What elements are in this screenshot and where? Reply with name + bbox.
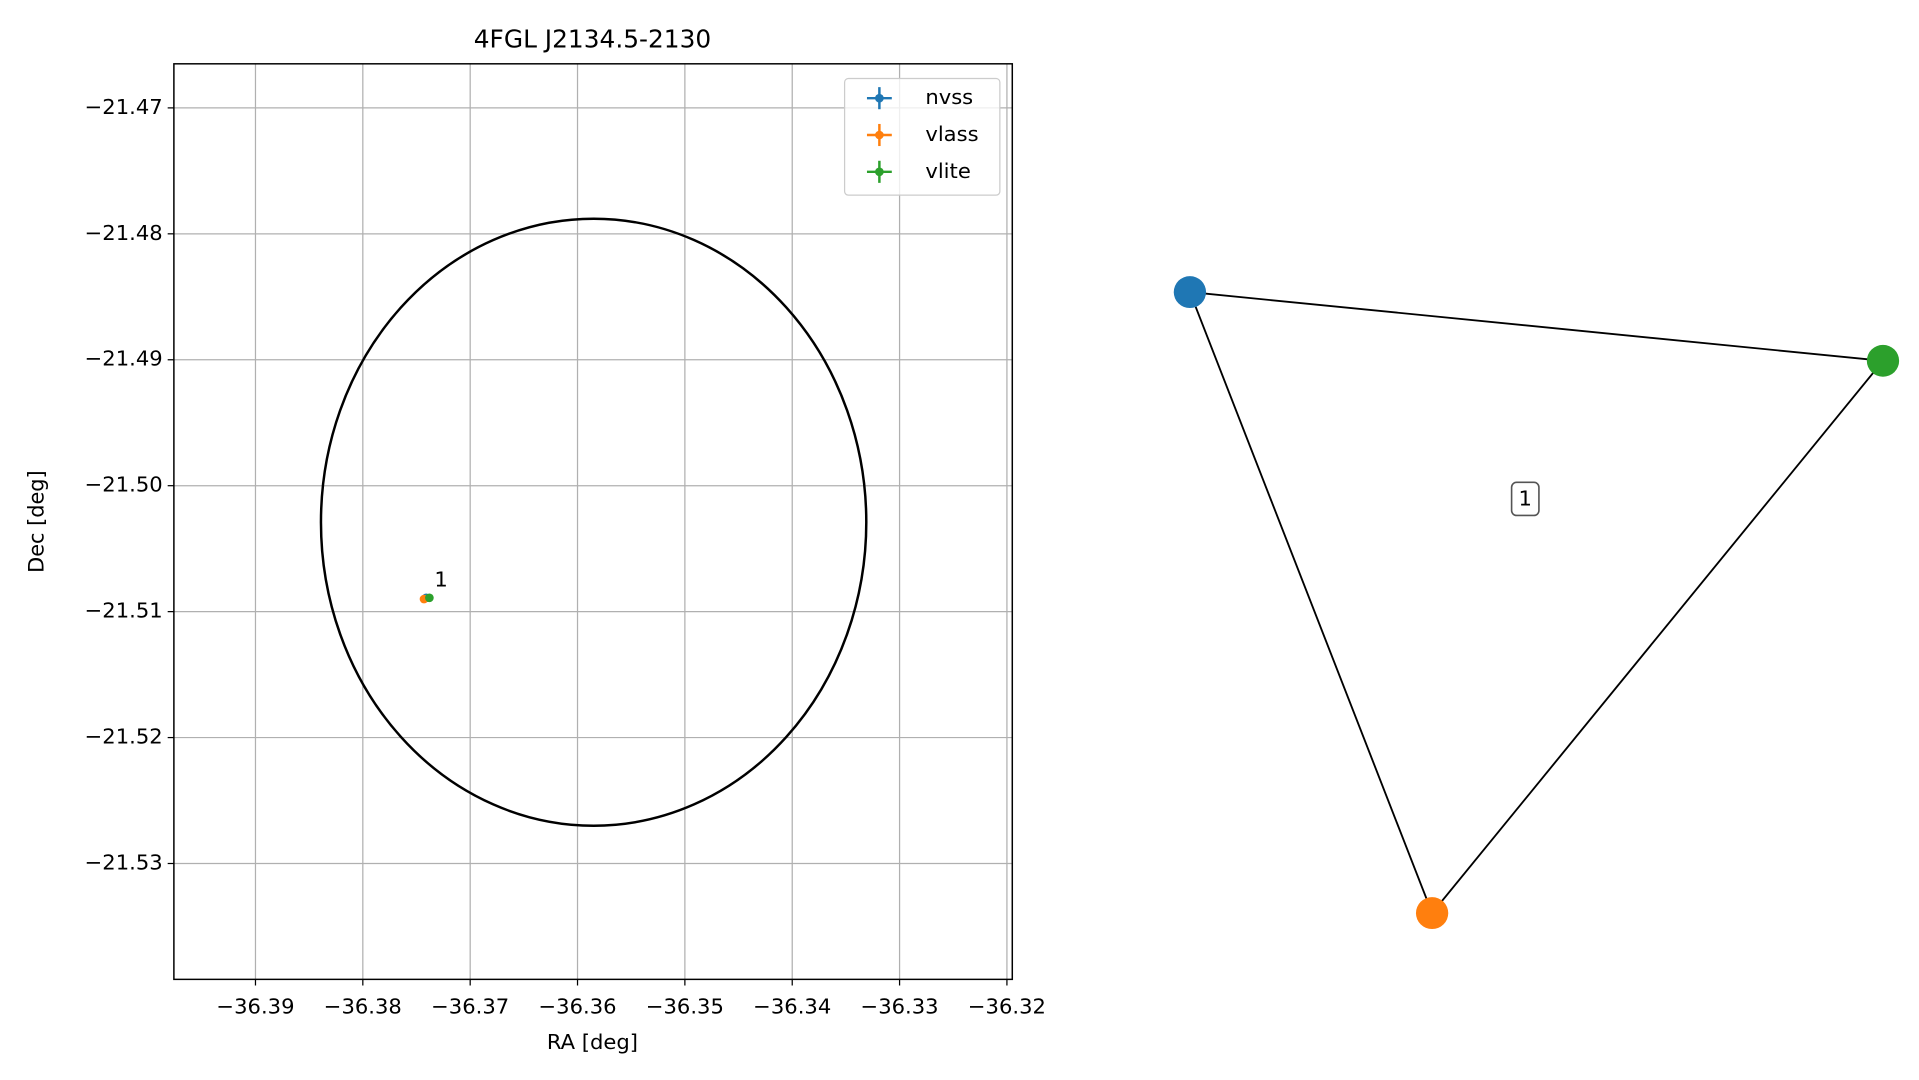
y-axis-label: Dec [deg] [24, 470, 48, 573]
x-tick-label: −36.32 [968, 995, 1046, 1019]
graph-node [1415, 897, 1449, 930]
graph-edge [1431, 360, 1884, 914]
x-tick-label: −36.37 [431, 995, 509, 1019]
legend-label: vlass [925, 122, 978, 146]
axes-frame [173, 63, 1014, 981]
x-tick-label: −36.34 [753, 995, 831, 1019]
legend-label: vlite [925, 159, 970, 183]
chart-title: 4FGL J2134.5-2130 [474, 25, 711, 54]
y-tick-label: −21.48 [85, 221, 163, 245]
x-tick-label: −36.35 [646, 995, 724, 1019]
localization-ellipse [319, 217, 868, 827]
edge-label-box [1510, 481, 1540, 517]
x-tick-label: −36.39 [216, 995, 294, 1019]
y-tick-label: −21.50 [85, 473, 163, 497]
legend-box [843, 77, 1001, 196]
x-tick-label: −36.38 [324, 995, 402, 1019]
legend-marker [875, 93, 884, 103]
x-tick-label: −36.36 [538, 995, 616, 1019]
y-tick-label: −21.49 [85, 347, 163, 371]
graph-edge [1189, 291, 1884, 362]
legend-marker [875, 167, 884, 177]
edge-label: 1 [1519, 487, 1532, 511]
x-tick-label: −36.33 [861, 995, 939, 1019]
y-tick-label: −21.53 [85, 851, 163, 875]
y-tick-label: −21.52 [85, 725, 163, 749]
point-annotation: 1 [434, 568, 447, 592]
y-tick-label: −21.51 [85, 599, 163, 623]
legend-label: nvss [925, 85, 973, 109]
graph-node [1173, 276, 1207, 309]
x-axis-label: RA [deg] [547, 1030, 638, 1054]
graph-edge [1189, 291, 1433, 914]
point [425, 593, 434, 603]
graph-node [1866, 344, 1900, 377]
legend-marker [875, 130, 884, 140]
y-tick-label: −21.47 [85, 95, 163, 119]
